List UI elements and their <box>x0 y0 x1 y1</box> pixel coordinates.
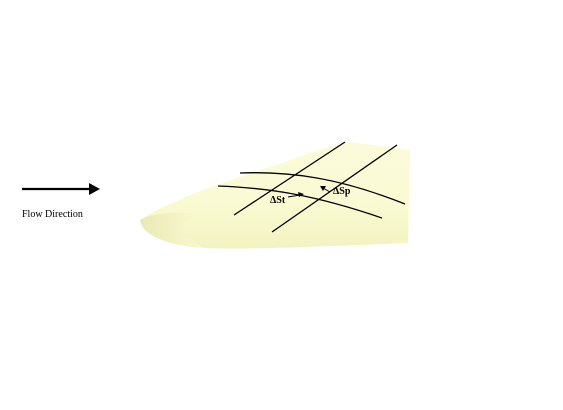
spanline-1 <box>233 141 346 216</box>
streamline-2 <box>217 185 383 219</box>
delta-sp-arrow <box>320 186 331 193</box>
delta-st-label: ΔSt <box>270 195 286 206</box>
delta-sp-label: ΔSp <box>333 186 351 197</box>
flow-direction-label: Flow Direction <box>22 209 83 220</box>
spanline-2 <box>271 144 398 233</box>
wing-leading-edge <box>140 212 205 248</box>
flow-arrow <box>22 183 100 195</box>
surface-grid <box>217 141 406 233</box>
streamline-1 <box>239 172 406 205</box>
wing-surface <box>140 142 410 249</box>
delta-st-arrow <box>287 192 304 198</box>
